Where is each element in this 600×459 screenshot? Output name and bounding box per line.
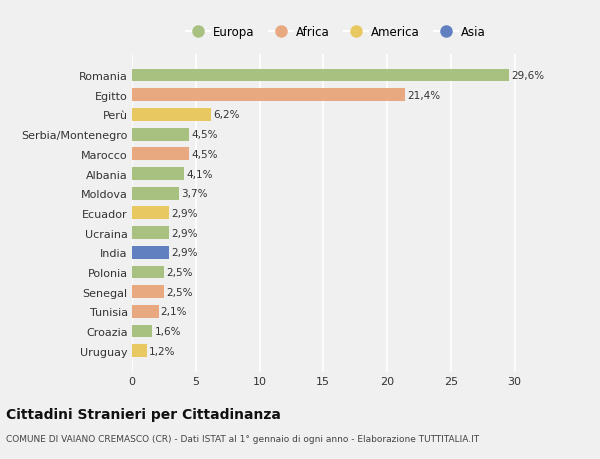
Bar xyxy=(132,148,190,161)
Text: 3,7%: 3,7% xyxy=(181,189,208,199)
Bar xyxy=(132,227,169,240)
Bar xyxy=(132,109,211,122)
Bar xyxy=(132,168,184,180)
Text: 2,9%: 2,9% xyxy=(171,228,197,238)
Text: 2,9%: 2,9% xyxy=(171,248,197,258)
Text: 4,5%: 4,5% xyxy=(191,150,218,159)
Text: 2,5%: 2,5% xyxy=(166,287,192,297)
Text: 1,2%: 1,2% xyxy=(149,346,176,356)
Text: 1,6%: 1,6% xyxy=(154,326,181,336)
Bar xyxy=(132,325,152,338)
Text: 2,5%: 2,5% xyxy=(166,268,192,277)
Bar xyxy=(132,89,405,102)
Bar xyxy=(132,246,169,259)
Text: 4,1%: 4,1% xyxy=(186,169,212,179)
Text: Cittadini Stranieri per Cittadinanza: Cittadini Stranieri per Cittadinanza xyxy=(6,407,281,421)
Text: 6,2%: 6,2% xyxy=(213,110,239,120)
Bar xyxy=(132,69,509,82)
Bar xyxy=(132,345,148,358)
Bar xyxy=(132,305,159,318)
Text: 29,6%: 29,6% xyxy=(511,71,544,81)
Bar xyxy=(132,285,164,298)
Text: COMUNE DI VAIANO CREMASCO (CR) - Dati ISTAT al 1° gennaio di ogni anno - Elabora: COMUNE DI VAIANO CREMASCO (CR) - Dati IS… xyxy=(6,434,479,442)
Bar xyxy=(132,266,164,279)
Text: 4,5%: 4,5% xyxy=(191,130,218,140)
Bar xyxy=(132,207,169,220)
Text: 21,4%: 21,4% xyxy=(407,90,440,101)
Text: 2,1%: 2,1% xyxy=(161,307,187,317)
Bar xyxy=(132,129,190,141)
Bar xyxy=(132,187,179,200)
Text: 2,9%: 2,9% xyxy=(171,208,197,218)
Legend: Europa, Africa, America, Asia: Europa, Africa, America, Asia xyxy=(186,26,486,39)
